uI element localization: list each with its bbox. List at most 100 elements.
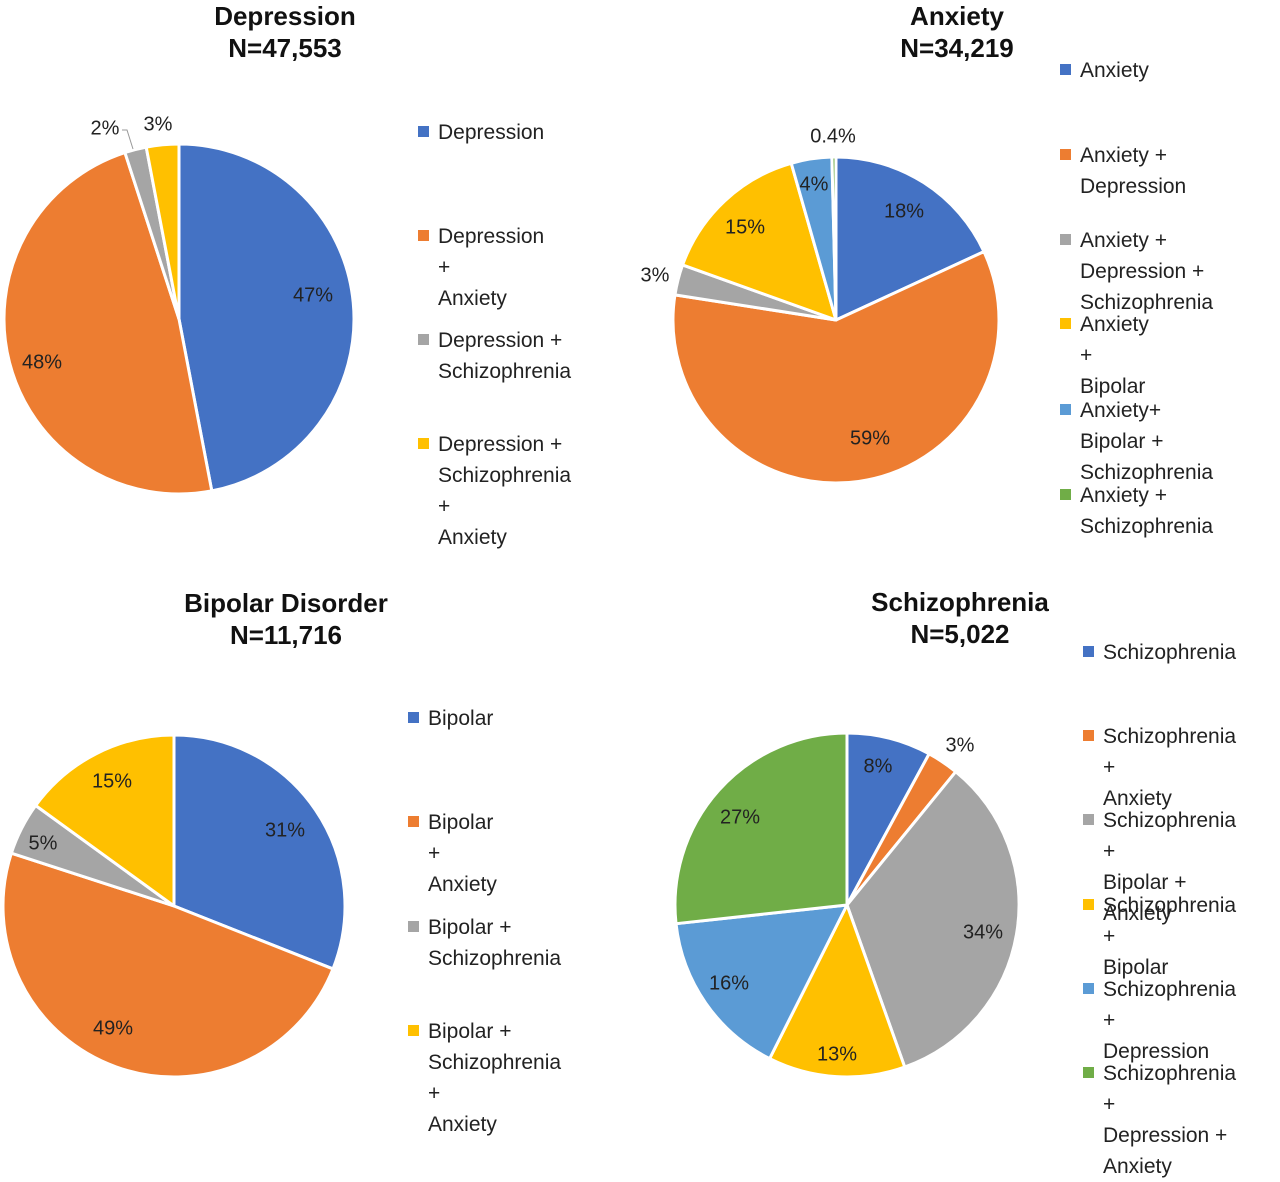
chart-title: Schizophrenia N=5,022 [871, 586, 1049, 650]
legend-label: Schizophrenia + [1103, 809, 1237, 863]
slice-data-label: 34% [963, 921, 1003, 943]
chart-subtitle: N=11,716 [229, 620, 343, 650]
legend-label: Bipolar + Anxiety [1103, 871, 1187, 925]
legend-item: Schizophrenia + Bipolar [1083, 890, 1236, 983]
legend-item: Depression [418, 117, 544, 148]
leader-line [122, 129, 134, 150]
legend-swatch [1083, 899, 1094, 910]
pie-depression: 47% 48% 2% 3% [2, 113, 356, 496]
pie-slice [34, 733, 176, 908]
legend-label: Schizophrenia [428, 947, 562, 970]
pie-slice [177, 142, 356, 493]
legend-label: Depression + [1103, 1124, 1228, 1147]
pie-slice [144, 142, 181, 321]
chart-subtitle: N=34,219 [900, 33, 1014, 63]
legend-label: Anxiety [438, 526, 507, 549]
legend-item: Bipolar + Anxiety [408, 807, 497, 900]
legend-label: Schizophrenia [1080, 291, 1214, 314]
legend-item: Anxiety + Schizophrenia [1060, 480, 1213, 542]
legend-label: Anxiety [428, 1113, 497, 1136]
legend-swatch [408, 921, 419, 932]
legend-item: Depression + Anxiety [418, 221, 544, 314]
legend-label: Anxiety + Bipolar [1080, 313, 1149, 398]
legend-swatch [1083, 730, 1094, 741]
slice-data-label: 49% [93, 1017, 133, 1039]
legend-label: Depression [1103, 1040, 1210, 1063]
legend-label: Schizophrenia + [428, 1051, 562, 1105]
legend-swatch [1060, 234, 1071, 245]
legend-label: Bipolar [428, 707, 494, 730]
pie-slice [834, 155, 986, 322]
pie-schizophrenia: 8% 3% 34% 13% 16% 27% [673, 731, 1021, 1079]
legend-swatch [1060, 404, 1071, 415]
legend-label: Schizophrenia + [438, 464, 572, 518]
legend-label: Anxiety [1080, 59, 1149, 82]
legend-label: Bipolar + [428, 916, 512, 939]
legend-label: Bipolar + [428, 1020, 512, 1043]
legend-item: Anxiety+ Bipolar + Schizophrenia [1060, 395, 1213, 488]
pie-slice [674, 903, 849, 1061]
legend-swatch [418, 230, 429, 241]
legend-label: Schizophrenia + [1103, 725, 1237, 779]
legend-swatch [418, 126, 429, 137]
pie-bipolar: 31% 49% 5% 15% [1, 733, 347, 1079]
legend-item: Depression + Schizophrenia + Anxiety [418, 429, 571, 553]
pie-slice [2, 151, 214, 496]
legend-label: Bipolar + Anxiety [428, 811, 497, 896]
slice-data-label: 48% [22, 351, 62, 373]
legend-label: Schizophrenia [1080, 461, 1214, 484]
legend-label: Anxiety [438, 287, 507, 310]
legend-item: Anxiety + Bipolar [1060, 309, 1149, 402]
legend-label: Depression + [438, 433, 563, 456]
pie-slice [681, 161, 838, 322]
legend-label: Schizophrenia [1103, 641, 1237, 664]
pie-slice [673, 731, 849, 926]
legend-item: Schizophrenia + Anxiety [1083, 721, 1236, 814]
slice-data-label: 16% [709, 972, 749, 994]
legend-label: Depression + [438, 329, 563, 352]
slice-data-label: 47% [293, 284, 333, 306]
legend-swatch [408, 712, 419, 723]
chart-title: Depression N=47,553 [214, 0, 356, 64]
slice-data-label: 15% [725, 216, 765, 238]
legend-label: Depression [438, 121, 545, 144]
legend-swatch [408, 816, 419, 827]
legend-item: Schizophrenia + Depression + Anxiety [1083, 1058, 1236, 1182]
legend-swatch [408, 1025, 419, 1036]
slice-data-label: 31% [265, 819, 305, 841]
legend-swatch [1060, 489, 1071, 500]
legend-item: Schizophrenia [1083, 637, 1236, 668]
legend-label: Anxiety+ Bipolar + [1080, 399, 1164, 453]
legend-item: Bipolar + Schizophrenia [408, 912, 561, 974]
chart-title-text: Depression [214, 1, 356, 31]
legend-label: Anxiety + [1080, 484, 1167, 507]
slice-data-label: 27% [720, 806, 760, 828]
legend-label: Schizophrenia + [1103, 894, 1237, 948]
legend-item: Schizophrenia + Bipolar + Anxiety [1083, 805, 1236, 929]
pie-slice [671, 250, 1001, 485]
legend-swatch [1083, 983, 1094, 994]
legend-item: Bipolar [408, 703, 493, 734]
legend-swatch [418, 334, 429, 345]
legend-label: Schizophrenia + [1103, 1062, 1237, 1116]
slice-data-label: 3% [641, 264, 670, 286]
legend-swatch [1060, 64, 1071, 75]
legend-swatch [1060, 318, 1071, 329]
legend-item: Anxiety + Depression [1060, 140, 1186, 202]
chart-title-text: Schizophrenia [871, 587, 1049, 617]
legend-swatch [1083, 646, 1094, 657]
legend-label: Anxiety + [1080, 144, 1167, 167]
pie-slice [1, 851, 335, 1079]
legend-label: Anxiety [1103, 787, 1172, 810]
legend-swatch [418, 438, 429, 449]
legend-label: Depression [1080, 175, 1187, 198]
legend-label: Anxiety + [1080, 229, 1167, 252]
chart-title-text: Anxiety [910, 1, 1004, 31]
chart-subtitle: N=47,553 [228, 33, 342, 63]
slice-data-label: 15% [92, 770, 132, 792]
pie-slice [172, 733, 347, 971]
legend-label: Depression + [1080, 260, 1205, 283]
legend-item: Depression + Schizophrenia [418, 325, 571, 387]
pie-slice [845, 770, 1021, 1069]
legend-item: Bipolar + Schizophrenia + Anxiety [408, 1016, 561, 1140]
